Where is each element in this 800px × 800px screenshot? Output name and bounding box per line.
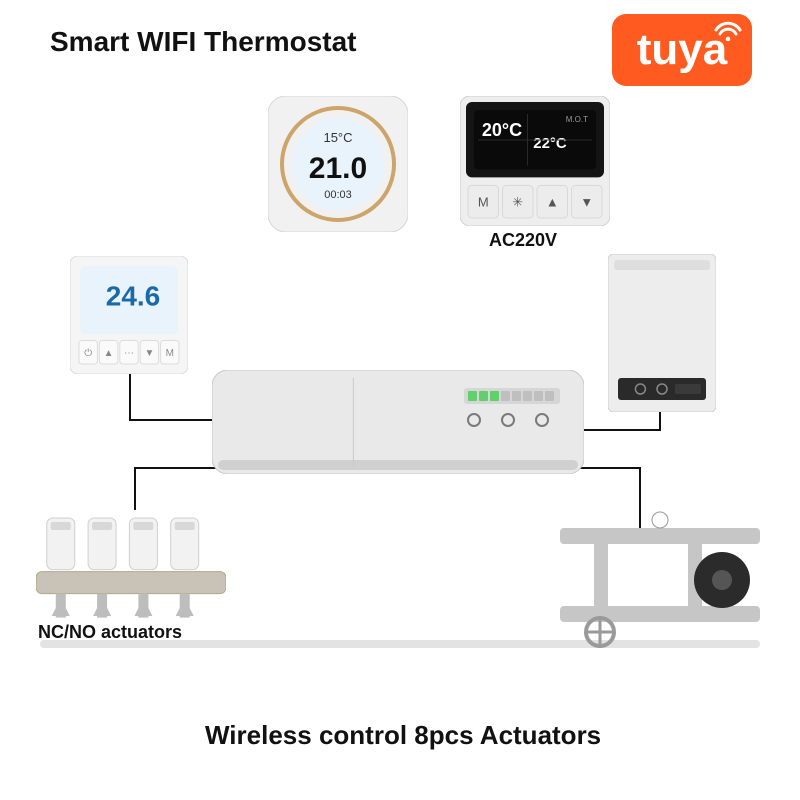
pump-group-icon (560, 510, 760, 650)
svg-text:21.0: 21.0 (309, 152, 367, 185)
thermostat-left-icon: 24.6 ⏻ ▲ ⋯ ▼ M (70, 256, 188, 374)
thermostat-black: 20°C 22°C M.O.T M ✳ ▲ ▼ (460, 96, 610, 226)
svg-text:⋯: ⋯ (124, 348, 134, 359)
svg-text:20°C: 20°C (482, 120, 522, 140)
hub-controller (212, 370, 584, 474)
svg-text:24.6: 24.6 (106, 281, 161, 312)
thermostat-left: 24.6 ⏻ ▲ ⋯ ▼ M (70, 256, 188, 374)
actuator-manifold-icon (36, 510, 226, 622)
thermostat-round: 15°C 21.0 00:03 (268, 96, 408, 232)
boiler (608, 254, 716, 412)
boiler-icon (608, 254, 716, 412)
svg-text:00:03: 00:03 (324, 189, 352, 201)
svg-text:▼: ▼ (580, 195, 593, 210)
thermostat-black-icon: 20°C 22°C M.O.T M ✳ ▲ ▼ (460, 96, 610, 226)
svg-text:▲: ▲ (546, 195, 559, 210)
hub-icon (212, 370, 584, 474)
svg-text:M: M (478, 195, 489, 210)
pump-group (560, 510, 760, 650)
svg-text:22°C: 22°C (533, 135, 567, 152)
thermostat-round-icon: 15°C 21.0 00:03 (268, 96, 408, 232)
svg-text:✳: ✳ (512, 195, 523, 210)
svg-text:▲: ▲ (104, 348, 114, 359)
svg-text:▼: ▼ (144, 348, 154, 359)
svg-text:M: M (166, 348, 174, 359)
diagram-canvas: Smart WIFI Thermostat Wireless control 8… (0, 0, 800, 800)
svg-text:⏻: ⏻ (84, 348, 92, 359)
actuator-manifold (36, 510, 226, 622)
svg-text:M.O.T: M.O.T (566, 115, 588, 124)
svg-text:15°C: 15°C (323, 130, 352, 145)
